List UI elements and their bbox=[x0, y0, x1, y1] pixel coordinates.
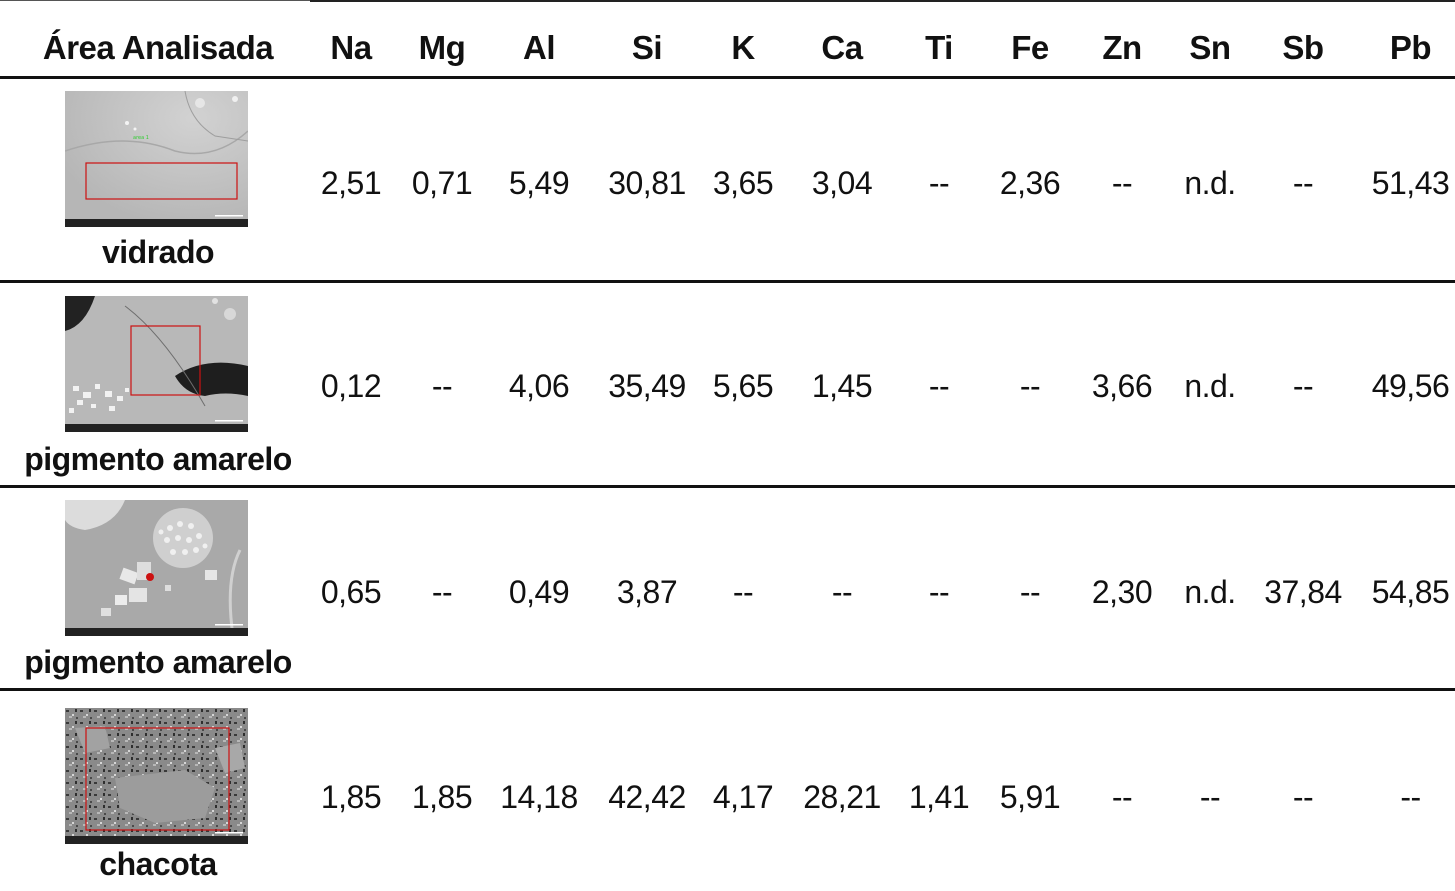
cell-r3-pb: 54,85 bbox=[1371, 574, 1450, 610]
header-mg: Mg bbox=[418, 29, 466, 66]
cell-r4-fe: 5,91 bbox=[999, 779, 1061, 815]
header-k: K bbox=[731, 29, 755, 66]
header-si: Si bbox=[631, 29, 663, 66]
header-ca: Ca bbox=[821, 29, 863, 66]
cell-r2-si: 35,49 bbox=[608, 368, 686, 404]
cell-r2-zn: 3,66 bbox=[1091, 368, 1153, 404]
area-label-vidrado: vidrado bbox=[101, 234, 215, 270]
header-area-analisada: Área Analisada bbox=[42, 29, 274, 66]
sem-micrograph-yellow-pigment-point bbox=[65, 500, 248, 636]
header-sb: Sb bbox=[1282, 29, 1324, 66]
header-na: Na bbox=[330, 29, 372, 66]
area-label-pigmento-amarelo-2: pigmento amarelo bbox=[24, 644, 292, 680]
cell-r3-ca: -- bbox=[831, 574, 853, 610]
sem-micrograph-glaze: area 1 bbox=[65, 91, 248, 227]
header-rule bbox=[0, 76, 1455, 79]
row-rule-1 bbox=[0, 280, 1455, 283]
cell-r4-sn: -- bbox=[1199, 779, 1221, 815]
sem-micrograph-ceramic-body bbox=[65, 708, 248, 844]
cell-r2-sn: n.d. bbox=[1184, 368, 1236, 404]
cell-r4-na: 1,85 bbox=[320, 779, 382, 815]
row-rule-3 bbox=[0, 688, 1455, 691]
cell-r3-sb: 37,84 bbox=[1264, 574, 1342, 610]
cell-r1-sb: -- bbox=[1292, 165, 1314, 201]
area-label-chacota: chacota bbox=[99, 846, 217, 882]
cell-r1-ca: 3,04 bbox=[811, 165, 873, 201]
cell-r3-mg: -- bbox=[431, 574, 453, 610]
header-zn: Zn bbox=[1102, 29, 1142, 66]
cell-r2-k: 5,65 bbox=[712, 368, 774, 404]
cell-r4-ca: 28,21 bbox=[803, 779, 881, 815]
cell-r3-na: 0,65 bbox=[320, 574, 382, 610]
cell-r4-k: 4,17 bbox=[712, 779, 774, 815]
cell-r1-pb: 51,43 bbox=[1371, 165, 1450, 201]
cell-r1-si: 30,81 bbox=[608, 165, 686, 201]
header-sn: Sn bbox=[1189, 29, 1231, 66]
cell-r4-si: 42,42 bbox=[608, 779, 686, 815]
cell-r1-al: 5,49 bbox=[508, 165, 570, 201]
header-fe: Fe bbox=[1011, 29, 1049, 66]
cell-r2-ti: -- bbox=[928, 368, 950, 404]
cell-r1-k: 3,65 bbox=[712, 165, 774, 201]
cell-r3-si: 3,87 bbox=[616, 574, 678, 610]
cell-r4-mg: 1,85 bbox=[411, 779, 473, 815]
cell-r1-fe: 2,36 bbox=[999, 165, 1061, 201]
cell-r2-mg: -- bbox=[431, 368, 453, 404]
cell-r4-sb: -- bbox=[1292, 779, 1314, 815]
cell-r3-k: -- bbox=[732, 574, 754, 610]
cell-r2-al: 4,06 bbox=[508, 368, 570, 404]
header-al: Al bbox=[523, 29, 556, 66]
cell-r1-sn: n.d. bbox=[1184, 165, 1236, 201]
cell-r2-ca: 1,45 bbox=[811, 368, 873, 404]
cell-r2-pb: 49,56 bbox=[1371, 368, 1450, 404]
sem-micrograph-yellow-pigment bbox=[65, 296, 248, 432]
cell-r1-zn: -- bbox=[1111, 165, 1133, 201]
top-rule-right bbox=[310, 0, 1455, 2]
header-pb: Pb bbox=[1389, 29, 1432, 66]
area-label-pigmento-amarelo-1: pigmento amarelo bbox=[24, 441, 292, 477]
cell-r2-na: 0,12 bbox=[320, 368, 382, 404]
cell-r4-pb: -- bbox=[1400, 779, 1421, 815]
header-ti: Ti bbox=[925, 29, 953, 66]
cell-r1-na: 2,51 bbox=[320, 165, 382, 201]
cell-r2-fe: -- bbox=[1019, 368, 1041, 404]
cell-r3-sn: n.d. bbox=[1184, 574, 1236, 610]
row-rule-2 bbox=[0, 485, 1455, 488]
cell-r3-zn: 2,30 bbox=[1091, 574, 1153, 610]
cell-r4-al: 14,18 bbox=[500, 779, 578, 815]
cell-r3-ti: -- bbox=[928, 574, 950, 610]
cell-r4-ti: 1,41 bbox=[908, 779, 970, 815]
cell-r4-zn: -- bbox=[1111, 779, 1133, 815]
top-rule-left bbox=[0, 0, 310, 1]
cell-r2-sb: -- bbox=[1292, 368, 1314, 404]
cell-r1-ti: -- bbox=[928, 165, 950, 201]
cell-r3-fe: -- bbox=[1019, 574, 1041, 610]
cell-r1-mg: 0,71 bbox=[411, 165, 473, 201]
svg-text:area 1: area 1 bbox=[133, 135, 149, 141]
cell-r3-al: 0,49 bbox=[508, 574, 570, 610]
